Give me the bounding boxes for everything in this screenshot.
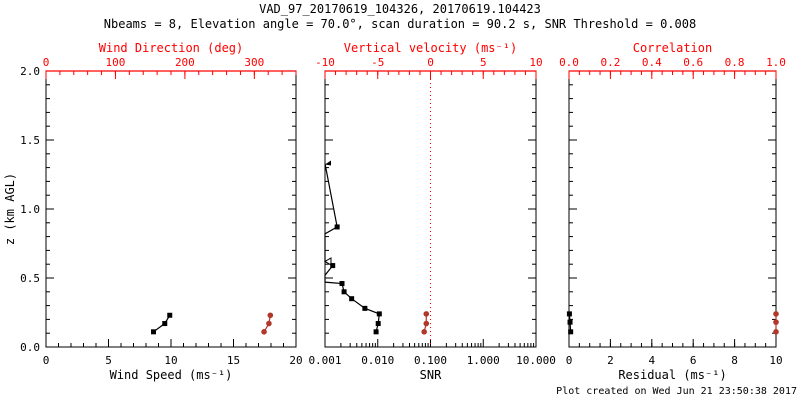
plot-subtitle: Nbeams = 8, Elevation angle = 70.0°, sca…	[103, 17, 697, 31]
snr-profile-point	[325, 160, 331, 166]
bottom-axis-title: Wind Speed (ms⁻¹)	[110, 368, 233, 382]
bottom-tick-label: 4	[648, 354, 655, 367]
wind-direction-point	[261, 329, 267, 335]
snr-profile-point	[334, 224, 340, 230]
bottom-tick-label: 0.001	[308, 354, 341, 367]
residual-series	[566, 311, 574, 335]
top-tick-label: -5	[371, 56, 384, 69]
top-tick-label: 0.8	[725, 56, 745, 69]
snr-profile-point	[362, 305, 368, 311]
top-tick-label: 0	[427, 56, 434, 69]
y-tick-label: 1.0	[20, 203, 40, 216]
bottom-tick-label: 0	[43, 354, 50, 367]
top-tick-label: 5	[480, 56, 487, 69]
bottom-tick-label: 0.010	[361, 354, 394, 367]
bottom-tick-label: 8	[731, 354, 738, 367]
vertical-velocity-series	[421, 311, 430, 335]
residual-point	[567, 319, 573, 325]
wind-panel: 0.0 0.5 1.0 1.5 2.0 z (km AGL) 0 5 10 15 20 Wind Sp…	[3, 41, 303, 382]
wind-direction-point	[267, 312, 274, 319]
y-axis-ticks	[325, 70, 536, 348]
snr-profile-point	[376, 311, 382, 317]
correlation-point	[773, 311, 779, 317]
bottom-tick-label: 2	[607, 354, 614, 367]
bottom-tick-label: 10.000	[516, 354, 556, 367]
bottom-tick-label: 5	[105, 354, 112, 367]
bottom-axis-title: Residual (ms⁻¹)	[618, 368, 726, 382]
top-tick-label: 0.6	[683, 56, 703, 69]
wind-speed-point	[162, 321, 168, 327]
panel-frame	[324, 70, 537, 348]
bottom-tick-label: 15	[227, 354, 240, 367]
top-tick-label: 0.0	[559, 56, 579, 69]
correlation-point	[773, 319, 779, 325]
residual-point	[568, 329, 574, 335]
top-tick-label: 200	[175, 56, 195, 69]
bottom-tick-label: 10	[164, 354, 177, 367]
plot-created-note: Plot created on Wed Jun 21 23:50:38 2017	[556, 386, 797, 397]
bottom-tick-label: 10	[769, 354, 782, 367]
correlation-series	[773, 311, 779, 335]
snr-profile-point	[349, 296, 355, 302]
vertical-velocity-point	[421, 329, 427, 335]
bottom-tick-label: 0.100	[414, 354, 447, 367]
top-axis-title: Wind Direction (deg)	[99, 41, 244, 55]
residual-point	[566, 311, 572, 317]
bottom-axis-title: SNR	[420, 368, 442, 382]
panel-frame	[568, 70, 777, 348]
snr-profile-point	[330, 263, 336, 269]
top-axis	[45, 70, 297, 79]
snr-profile-series	[324, 160, 382, 335]
snr-profile-point	[339, 281, 345, 287]
residual-panel: 0 2 4 6 8 10 Residual (ms⁻¹) 0.0 0.2 0.4 0.6 0.8 1.0…	[559, 41, 786, 382]
bottom-axis	[45, 339, 297, 347]
top-tick-label: 1.0	[766, 56, 786, 69]
bottom-tick-label: 6	[690, 354, 697, 367]
y-tick-label: 2.0	[20, 65, 40, 78]
top-axis	[568, 70, 777, 79]
snr-profile-point	[324, 257, 332, 266]
correlation-point	[773, 329, 779, 335]
vertical-velocity-point	[423, 320, 430, 327]
y-axis-title: z (km AGL)	[3, 173, 17, 245]
vertical-velocity-point	[423, 311, 430, 317]
top-tick-label: 0	[43, 56, 50, 69]
bottom-axis	[568, 339, 777, 347]
wind-speed-point	[167, 312, 173, 318]
wind-speed-point	[151, 329, 156, 335]
top-axis-title: Correlation	[633, 41, 712, 55]
wind-direction-point	[266, 320, 272, 327]
top-tick-label: 10	[529, 56, 542, 69]
top-tick-label: 0.4	[642, 56, 662, 69]
bottom-axis	[324, 339, 537, 347]
wind-speed-series	[151, 312, 173, 335]
snr-profile-point	[341, 289, 347, 295]
wind-direction-series	[261, 312, 274, 335]
snr-profile-point	[375, 321, 381, 327]
y-tick-label: 0.5	[20, 272, 40, 285]
y-axis-ticks	[46, 70, 296, 348]
plot-title: VAD_97_20170619_104326, 20170619.104423	[259, 2, 541, 16]
top-tick-label: -10	[315, 56, 335, 69]
y-tick-label: 0.0	[20, 341, 40, 354]
top-tick-label: 300	[244, 56, 264, 69]
bottom-tick-label: 20	[289, 354, 302, 367]
y-axis-ticks	[569, 70, 776, 348]
y-tick-label: 1.5	[20, 134, 40, 147]
bottom-tick-label: 1.000	[467, 354, 500, 367]
top-tick-label: 100	[106, 56, 126, 69]
snr-profile-line	[324, 163, 380, 332]
top-axis-title: Vertical velocity (ms⁻¹)	[344, 41, 517, 55]
panel-frame	[45, 70, 297, 348]
snr-panel: 0.001 0.010 0.100 1.000 10.000 SNR -10 -5 0 5 10 Ve…	[308, 41, 555, 382]
bottom-tick-label: 0	[566, 354, 573, 367]
snr-profile-point	[373, 329, 379, 335]
top-tick-label: 0.2	[600, 56, 620, 69]
